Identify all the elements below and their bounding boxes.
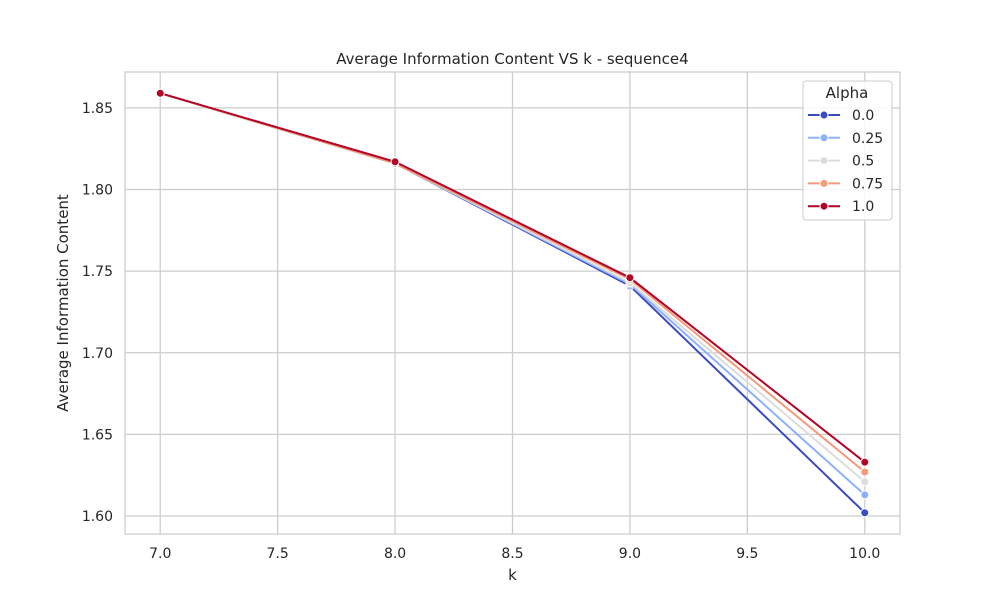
data-point — [390, 157, 400, 167]
legend-item: 0.0 — [808, 108, 874, 124]
data-point — [860, 467, 870, 477]
y-axis-label: Average Information Content — [54, 194, 72, 412]
legend-swatch-marker — [819, 156, 829, 166]
legend-label: 0.0 — [852, 108, 874, 124]
y-tick-label: 1.70 — [82, 346, 113, 362]
legend-item: 0.25 — [808, 131, 883, 147]
legend-swatch-marker — [819, 201, 829, 211]
x-tick-label: 7.0 — [149, 546, 171, 562]
legend-label: 0.25 — [852, 131, 883, 147]
grid — [125, 72, 900, 534]
x-tick-label: 9.0 — [619, 546, 641, 562]
x-tick-label: 8.0 — [384, 546, 406, 562]
data-point — [860, 508, 870, 518]
x-tick-label: 10.0 — [849, 546, 880, 562]
legend-swatch-marker — [819, 178, 829, 188]
legend: Alpha 0.0 0.25 0.5 0.75 1.0 — [802, 80, 893, 221]
x-tick-label: 9.5 — [736, 546, 758, 562]
y-tick-label: 1.60 — [82, 509, 113, 525]
legend-item: 0.5 — [808, 154, 874, 170]
y-tick-label: 1.85 — [82, 101, 113, 117]
tick-labels: 7.0 7.5 8.0 8.5 9.0 9.5 10.0 1.60 1.65 1.70 1.75 1.… — [82, 101, 881, 562]
x-tick-label: 7.5 — [267, 546, 289, 562]
legend-label: 1.0 — [852, 199, 874, 215]
legend-item: 0.75 — [808, 176, 883, 192]
legend-label: 0.5 — [852, 154, 874, 170]
data-point — [860, 477, 870, 487]
x-tick-label: 8.5 — [501, 546, 523, 562]
legend-label: 0.75 — [852, 176, 883, 192]
data-point — [860, 490, 870, 500]
legend-item: 1.0 — [808, 199, 874, 215]
series-line — [159, 92, 866, 463]
y-tick-label: 1.80 — [82, 183, 113, 199]
plot-area — [124, 71, 901, 535]
legend-swatch-marker — [819, 110, 829, 120]
data-point — [860, 457, 870, 467]
chart-title: Average Information Content VS k - seque… — [336, 50, 688, 68]
legend-title: Alpha — [826, 84, 869, 102]
series-1-0 — [155, 88, 870, 467]
series-lines — [155, 88, 870, 518]
y-tick-label: 1.75 — [82, 264, 113, 280]
x-axis-label: k — [508, 566, 517, 584]
data-point — [155, 88, 165, 98]
data-point — [625, 273, 635, 283]
y-tick-label: 1.65 — [82, 427, 113, 443]
legend-swatch-marker — [819, 133, 829, 143]
